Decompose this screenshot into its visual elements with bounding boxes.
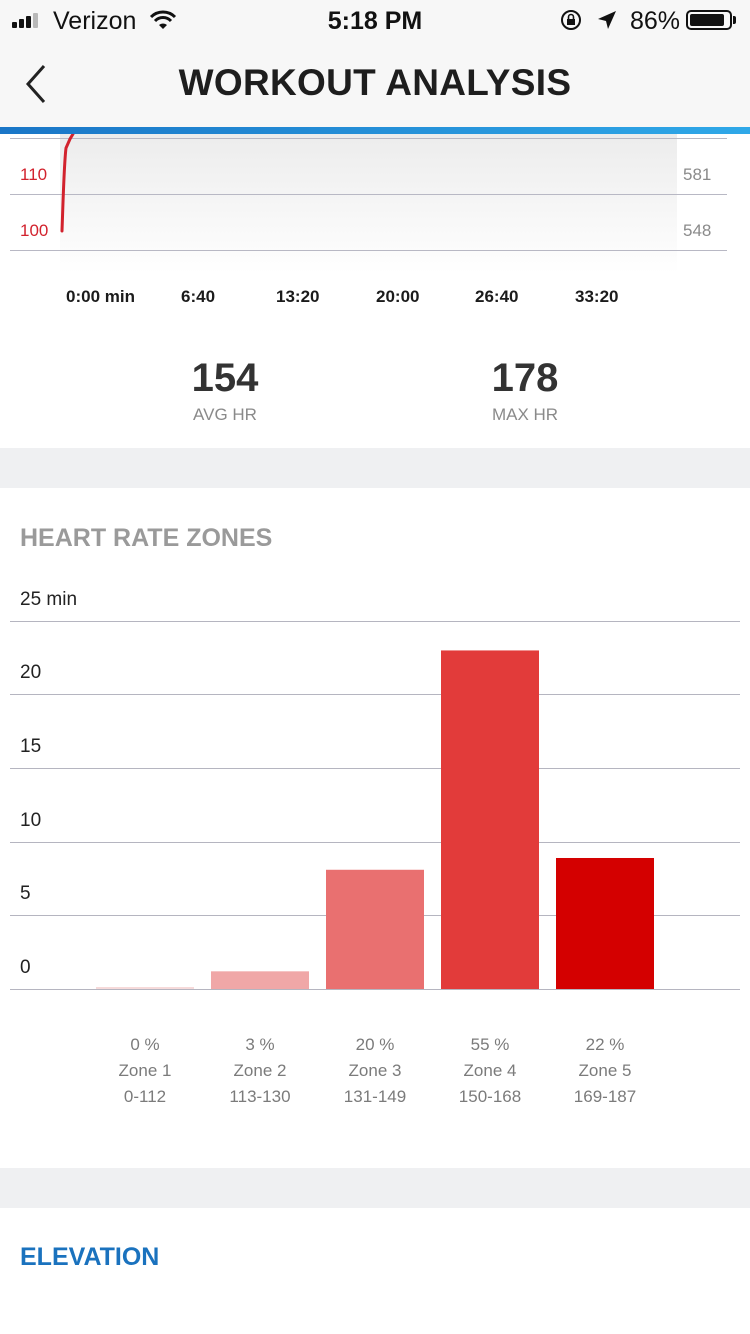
zone-bar-2 <box>211 971 309 989</box>
status-bar: Verizon 5:18 PM 86% <box>0 0 750 40</box>
zone-bar-4 <box>441 650 539 989</box>
secondary-axis-label: 548 <box>683 221 712 240</box>
battery-percent: 86% <box>630 7 681 35</box>
chart-gridline <box>10 250 727 251</box>
zone-percent: 55 % <box>470 1035 510 1054</box>
zone-range: 169-187 <box>573 1087 637 1106</box>
zones-gridline <box>10 768 740 769</box>
battery-tip <box>733 16 736 24</box>
zone-2-info: 3 % Zone 2 113-130 <box>210 1032 310 1110</box>
y-tick-label: 10 <box>20 810 42 831</box>
carrier-name: Verizon <box>53 7 137 35</box>
zone-bar-5 <box>556 857 654 989</box>
zone-percent: 0 % <box>130 1035 160 1054</box>
max-hr-label: MAX HR <box>491 405 559 424</box>
zone-name: Zone 1 <box>118 1061 172 1080</box>
zones-section-title: HEART RATE ZONES <box>20 524 273 552</box>
y-tick-label: 25 min <box>20 589 78 610</box>
heart-rate-trace <box>60 134 75 233</box>
zones-gridline <box>10 694 740 695</box>
zone-5-info: 22 % Zone 5 169-187 <box>555 1032 655 1110</box>
chart-gridline <box>10 194 727 195</box>
time-axis-label: 20:00 <box>376 287 420 306</box>
back-button[interactable] <box>20 62 60 106</box>
y-tick-label: 0 <box>20 957 31 978</box>
zone-percent: 20 % <box>355 1035 395 1054</box>
zone-percent: 22 % <box>585 1035 625 1054</box>
chart-gridline <box>10 138 727 139</box>
nav-accent-bar <box>0 127 750 134</box>
zone-range: 0-112 <box>123 1087 167 1106</box>
y-tick-label: 5 <box>20 883 31 904</box>
zone-name: Zone 5 <box>578 1061 632 1080</box>
zone-3-info: 20 % Zone 3 131-149 <box>325 1032 425 1110</box>
rotation-lock-icon <box>561 10 581 30</box>
zone-name: Zone 4 <box>463 1061 517 1080</box>
y-tick-label: 15 <box>20 736 42 757</box>
zone-4-info: 55 % Zone 4 150-168 <box>440 1032 540 1110</box>
hr-axis-label: 110 <box>20 165 48 184</box>
zones-gridline <box>10 621 740 622</box>
secondary-axis-label: 581 <box>683 165 712 184</box>
nav-bar: WORKOUT ANALYSIS <box>0 40 750 128</box>
battery-icon <box>686 10 732 30</box>
avg-hr-label: AVG HR <box>193 405 257 424</box>
heart-rate-zones-chart <box>96 650 654 989</box>
hr-axis-label: 100 <box>20 221 49 240</box>
zones-gridline <box>10 989 740 990</box>
time-axis-label: 26:40 <box>475 287 519 306</box>
zone-bar-1 <box>96 987 194 989</box>
zone-percent: 3 % <box>245 1035 275 1054</box>
max-hr-value: 178 <box>491 356 559 400</box>
time-axis-label: 0:00 min <box>66 287 135 306</box>
zone-name: Zone 3 <box>348 1061 402 1080</box>
section-divider <box>0 448 750 488</box>
zone-1-info: 0 % Zone 1 0-112 <box>95 1032 195 1110</box>
location-arrow-icon <box>598 11 616 29</box>
zones-gridline <box>10 842 740 843</box>
time-axis-label: 33:20 <box>575 287 619 306</box>
wifi-icon <box>149 10 177 29</box>
zone-range: 113-130 <box>229 1087 291 1106</box>
avg-hr-value: 154 <box>191 356 259 400</box>
chevron-left-icon <box>25 65 46 103</box>
section-divider <box>0 1168 750 1208</box>
zone-name: Zone 2 <box>233 1061 287 1080</box>
status-time: 5:18 PM <box>327 7 423 35</box>
time-axis-label: 13:20 <box>276 287 320 306</box>
signal-icon <box>12 12 46 28</box>
page-title: WORKOUT ANALYSIS <box>178 62 572 103</box>
elevation-section-title: ELEVATION <box>20 1243 160 1271</box>
zone-range: 150-168 <box>458 1087 522 1106</box>
heart-rate-line-chart: 110 100 581 548 0:00 min 6:40 13:20 20:0… <box>0 134 750 314</box>
zone-range: 131-149 <box>343 1087 407 1106</box>
y-tick-label: 20 <box>20 662 42 683</box>
time-axis-label: 6:40 <box>181 287 216 306</box>
zone-bar-3 <box>326 869 424 989</box>
